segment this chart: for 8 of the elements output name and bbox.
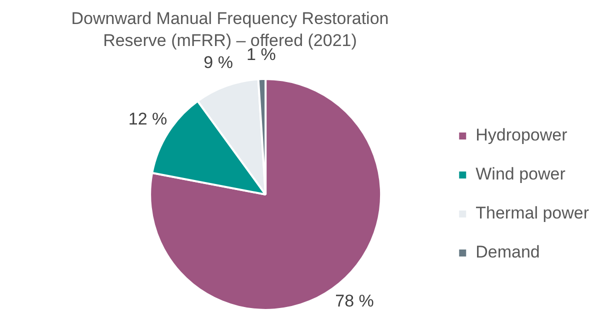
legend-label: Thermal power — [476, 204, 590, 223]
legend-label: Hydropower — [476, 126, 568, 145]
data-label: 1 % — [246, 44, 276, 64]
data-label: 12 % — [128, 109, 168, 128]
legend-label: Demand — [476, 242, 540, 262]
data-label: 78 % — [335, 292, 374, 311]
legend-label: Wind power — [476, 164, 566, 184]
data-label: 9 % — [204, 52, 233, 72]
